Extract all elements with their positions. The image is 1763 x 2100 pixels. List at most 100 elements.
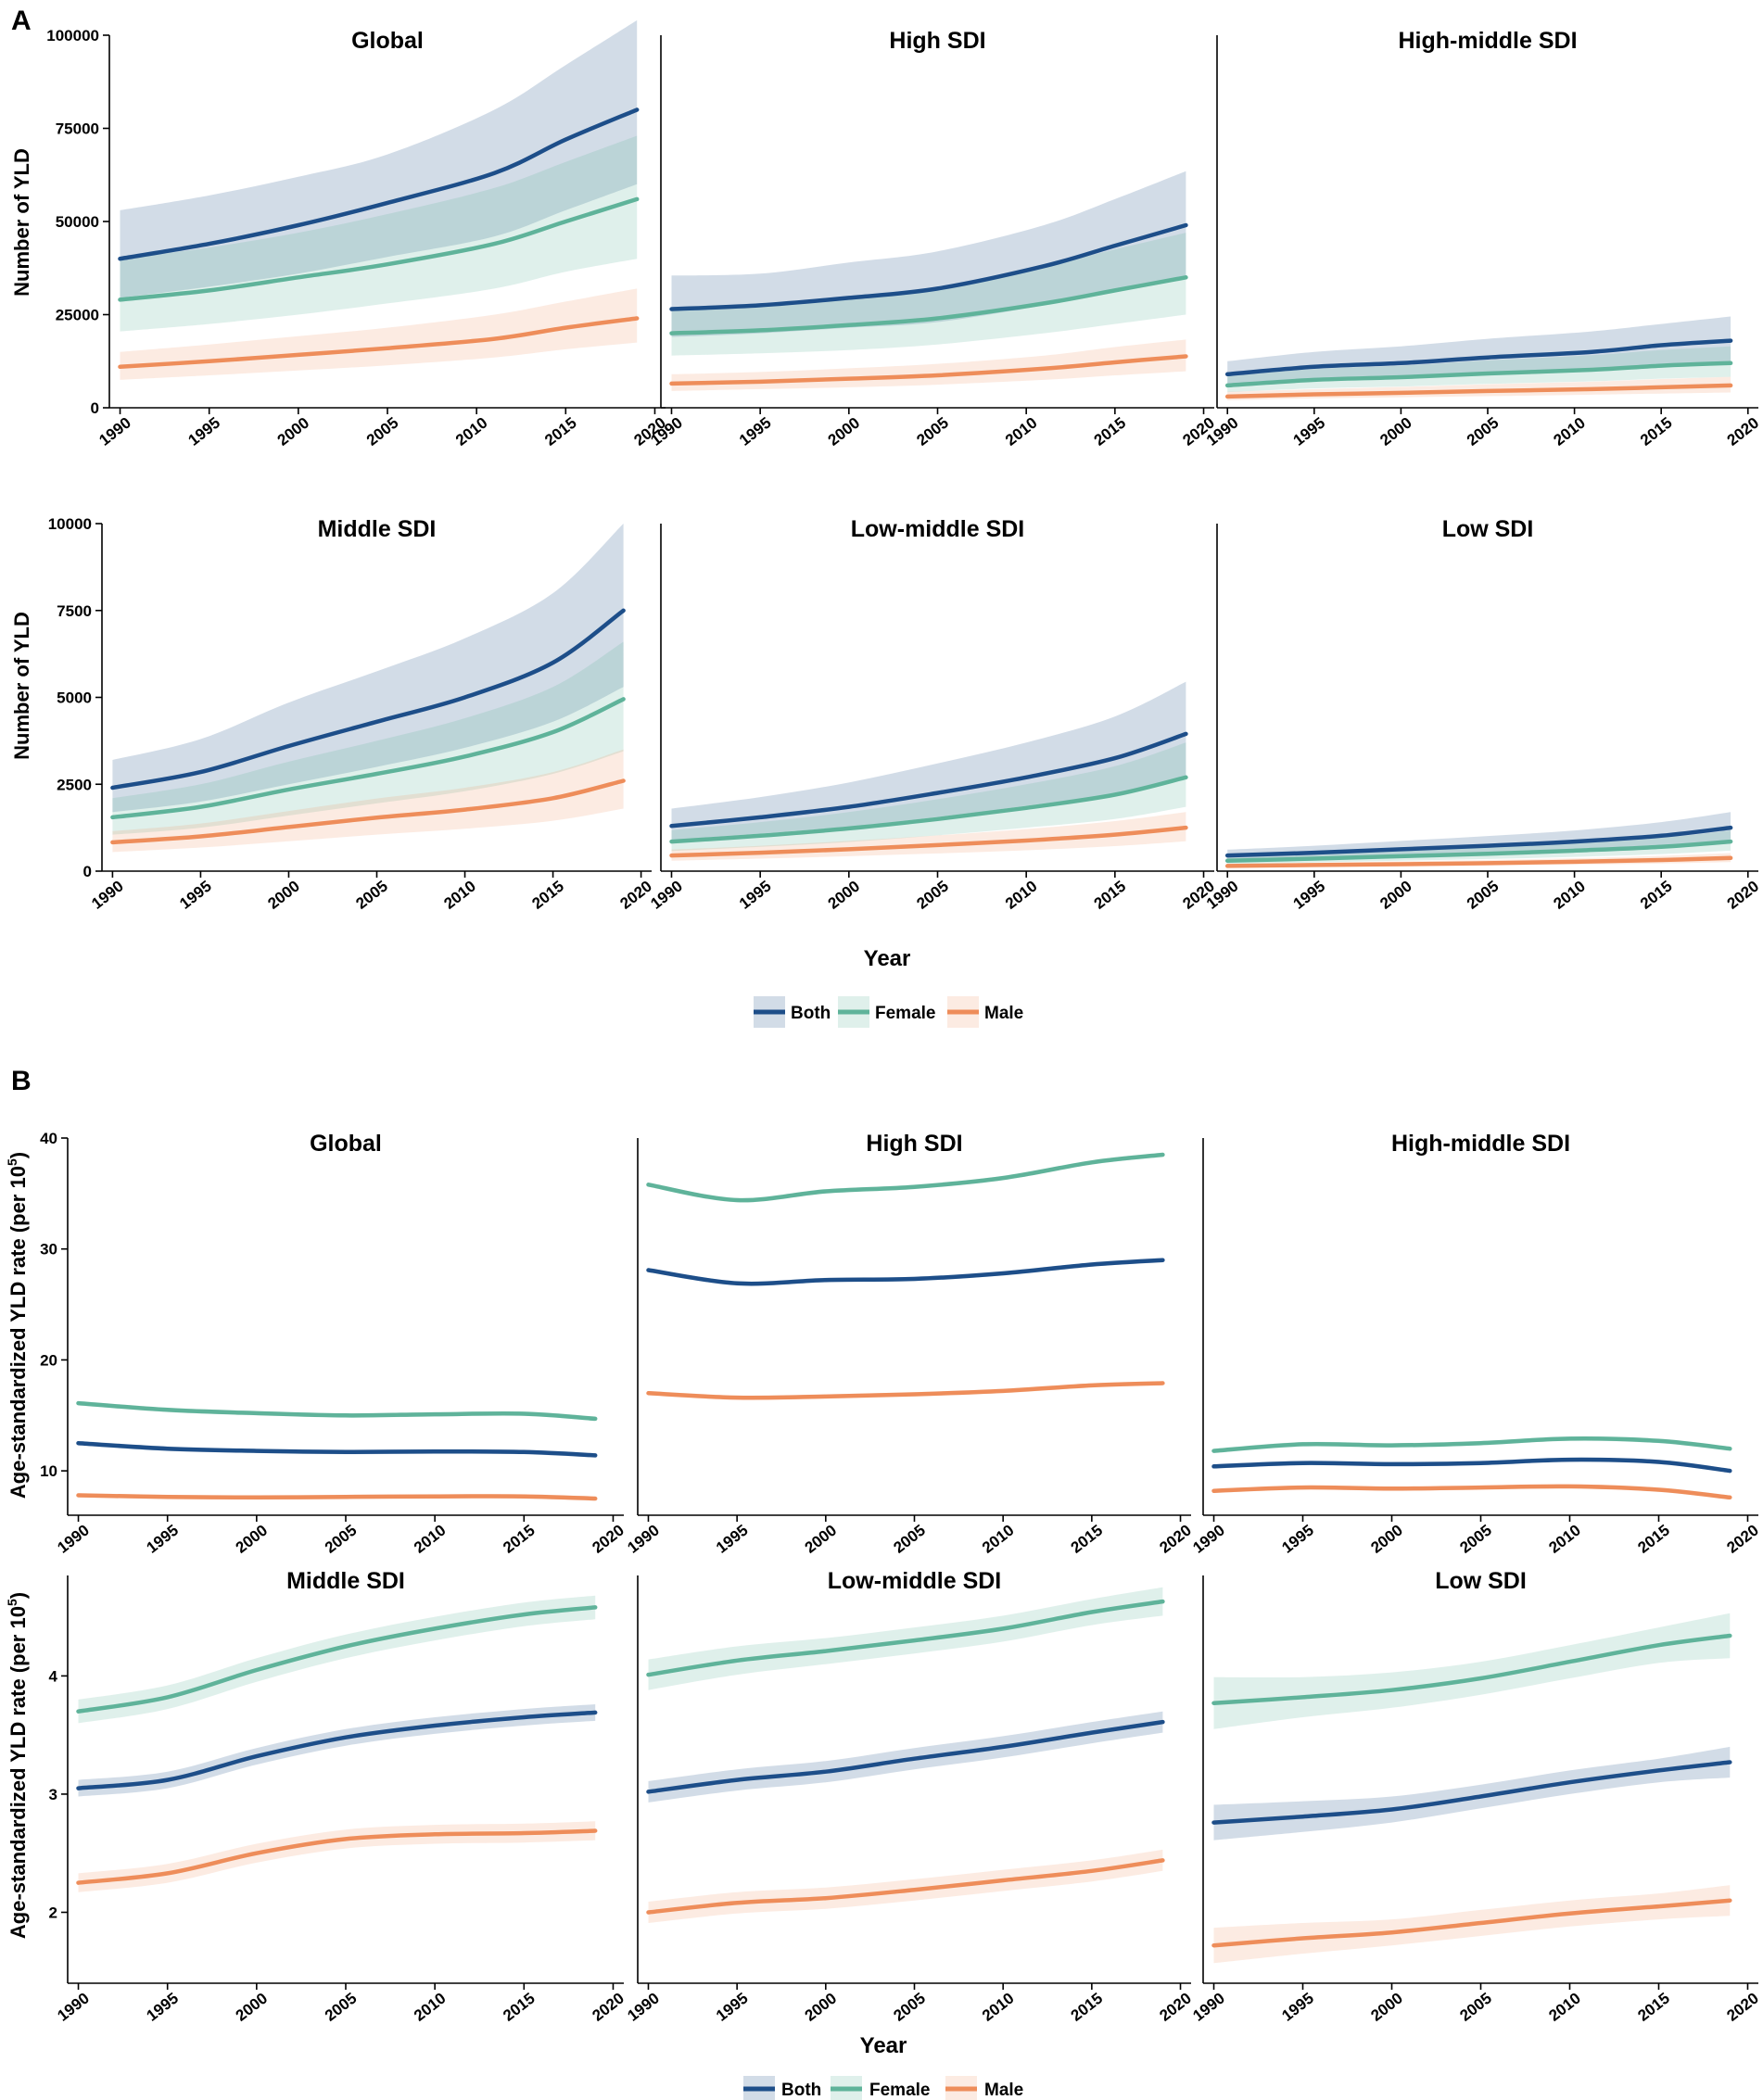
line-female [1224, 839, 1733, 864]
confidence-bands [78, 1595, 596, 1892]
y-tick-label: 25000 [56, 307, 99, 324]
section-b-legend: Both Female Male [743, 2076, 1023, 2100]
y-axis: 10 20 30 40 [40, 1130, 69, 1515]
legend-label-both: Both [781, 2081, 821, 2100]
panel-title: High-middle SDI [1391, 1131, 1570, 1157]
line-both [669, 222, 1188, 311]
y-tick-label: 2 [49, 1904, 57, 1922]
series-lines [118, 108, 640, 370]
band-female [112, 641, 624, 835]
legend-label-female: Female [875, 1004, 935, 1023]
line-male [1224, 855, 1733, 868]
band-both [78, 1704, 596, 1797]
line-female [1211, 1436, 1732, 1453]
band-male [671, 339, 1186, 391]
line-female [669, 775, 1188, 844]
panel-title: Low-middle SDI [851, 516, 1025, 542]
line-both [110, 608, 626, 791]
y-tick-label: 100000 [46, 27, 99, 44]
line-male [1211, 1484, 1732, 1500]
line-both [1211, 1457, 1732, 1474]
line-female [118, 196, 640, 302]
series-lines [646, 1152, 1165, 1400]
line-both [76, 1710, 598, 1790]
confidence-bands [112, 524, 624, 853]
section-b-x-axis-title: Year [860, 2033, 907, 2058]
section-b-row2-y-axis-title: Age-standardized YLD rate (per 105) [5, 1592, 30, 1939]
y-tick-label: 0 [83, 863, 92, 880]
line-female [646, 1152, 1165, 1203]
line-male [669, 825, 1188, 858]
section-a-label: A [11, 6, 32, 36]
band-both [1213, 1746, 1731, 1841]
series-lines [669, 222, 1188, 386]
line-both [669, 731, 1188, 829]
y-tick-label: 50000 [56, 213, 99, 231]
panel-title: Middle SDI [318, 516, 437, 542]
y-tick-label: 5000 [57, 689, 92, 707]
legend-label-female: Female [869, 2081, 930, 2100]
y-axis: 0 2500 5000 7500 10000 [48, 515, 103, 880]
line-male [1211, 1898, 1732, 1948]
line-male [118, 316, 640, 370]
line-female [646, 1599, 1165, 1677]
line-male [76, 1828, 598, 1885]
y-axis: 0 25000 50000 75000 100000 [46, 27, 110, 417]
series-lines [646, 1599, 1165, 1915]
band-male [112, 749, 624, 853]
y-tick-label: 0 [91, 399, 99, 417]
band-male [671, 812, 1186, 861]
legend-label-male: Male [984, 2081, 1023, 2100]
line-male [646, 1858, 1165, 1915]
band-female [648, 1152, 1163, 1203]
line-both [646, 1258, 1165, 1286]
section-a-legend: Both Female Male [754, 996, 1023, 1028]
line-both [1211, 1760, 1732, 1825]
band-female [648, 1587, 1163, 1690]
line-female [110, 697, 626, 820]
line-both [646, 1719, 1165, 1794]
y-tick-label: 40 [40, 1130, 57, 1147]
confidence-bands [648, 1587, 1163, 1923]
section-a-row2-y-axis-title: Number of YLD [10, 612, 33, 760]
band-female [1227, 346, 1731, 393]
series-lines [1224, 338, 1733, 399]
line-female [1224, 361, 1733, 388]
line-male [669, 354, 1188, 386]
line-both [1224, 825, 1733, 858]
panel-title: High SDI [866, 1131, 962, 1157]
y-tick-label: 75000 [56, 120, 99, 138]
series-lines [1211, 1436, 1732, 1500]
line-both [1224, 338, 1733, 377]
panel-title: High SDI [889, 28, 985, 54]
legend-label-male: Male [984, 1004, 1023, 1023]
panel-title: Low SDI [1442, 516, 1534, 542]
panel-title: Low SDI [1435, 1568, 1527, 1594]
series-lines [1224, 825, 1733, 868]
band-both [671, 171, 1186, 337]
line-male [1224, 383, 1733, 399]
line-male [76, 1493, 598, 1501]
line-male [646, 1381, 1165, 1400]
panel-title: Global [310, 1131, 382, 1157]
line-female [76, 1605, 598, 1714]
band-female [1213, 1613, 1731, 1729]
band-male [78, 1821, 596, 1892]
section-b-row1-y-axis-title: Age-standardized YLD rate (per 105) [5, 1152, 30, 1499]
panel-title: Middle SDI [286, 1568, 405, 1594]
legend-label-both: Both [791, 1004, 831, 1023]
line-male [110, 778, 626, 845]
y-tick-label: 20 [40, 1351, 57, 1369]
band-female [78, 1595, 596, 1724]
line-female [1211, 1633, 1732, 1705]
series-lines [669, 731, 1188, 858]
line-female [669, 275, 1188, 335]
y-tick-label: 7500 [57, 602, 92, 620]
section-a-row1-y-axis-title: Number of YLD [10, 148, 33, 297]
